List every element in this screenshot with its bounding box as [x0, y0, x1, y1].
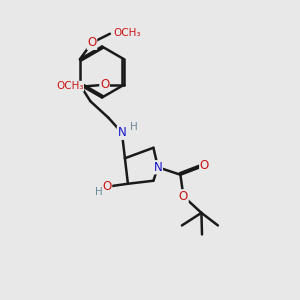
- Text: O: O: [100, 78, 109, 91]
- Text: H: H: [94, 187, 102, 197]
- Text: O: O: [102, 180, 112, 193]
- Text: H: H: [130, 122, 138, 132]
- Text: O: O: [87, 36, 97, 49]
- Text: O: O: [179, 190, 188, 203]
- Text: OCH₃: OCH₃: [113, 28, 141, 38]
- Text: N: N: [154, 161, 162, 174]
- Text: O: O: [200, 159, 209, 172]
- Text: OCH₃: OCH₃: [56, 81, 84, 91]
- Text: N: N: [118, 126, 126, 139]
